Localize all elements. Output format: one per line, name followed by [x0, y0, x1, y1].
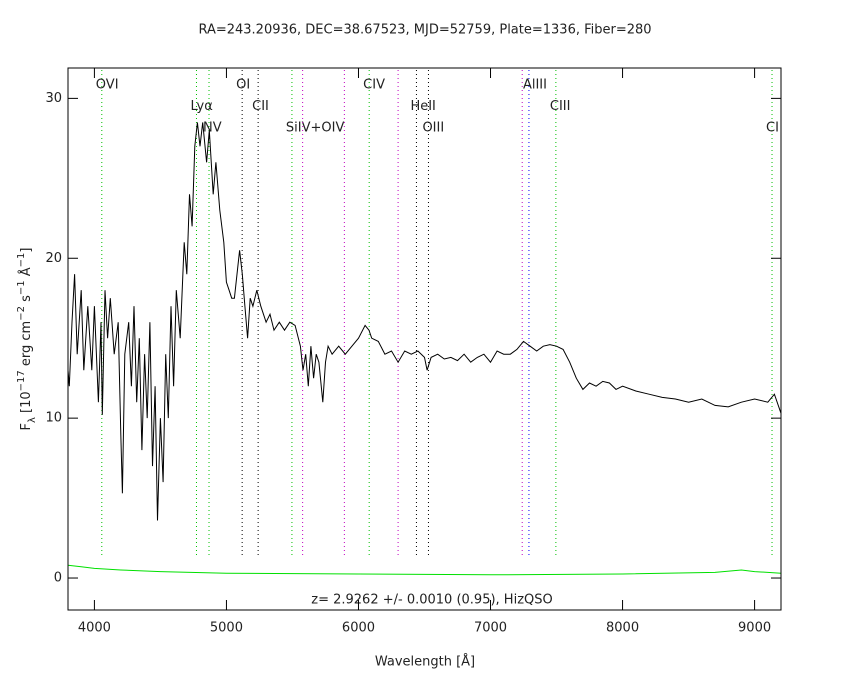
y-axis-label-part: λ [27, 417, 38, 423]
y-axis-label-part: Å [18, 267, 34, 280]
y-axis-label-part: F [19, 423, 34, 430]
y-tick-label: 0 [54, 571, 62, 586]
line-label: HeII [410, 99, 435, 114]
line-label: SiIV+OIV [286, 121, 345, 136]
x-tick-label: 5000 [210, 621, 243, 636]
line-label: CI [766, 121, 779, 136]
y-axis-label-part: [10 [19, 391, 34, 417]
y-axis-label-part: erg cm [19, 321, 34, 370]
line-label: OIII [422, 121, 444, 136]
y-axis-label-part: −1 [16, 253, 27, 268]
chart-title: RA=243.20936, DEC=38.67523, MJD=52759, P… [198, 23, 651, 38]
y-tick-label: 30 [45, 91, 62, 106]
y-axis-label-part: −17 [16, 370, 27, 391]
line-label: OI [236, 78, 250, 93]
y-axis-label-part: −2 [16, 306, 27, 321]
spectrum-line [68, 564, 781, 576]
line-label: OVI [96, 78, 119, 93]
spectrum-line [68, 122, 781, 521]
x-tick-label: 7000 [474, 621, 507, 636]
y-tick-label: 10 [45, 411, 62, 426]
plot-area [68, 122, 781, 576]
x-tick-label: 4000 [78, 621, 111, 636]
line-label: NV [203, 121, 222, 136]
annotation: z= 2.9262 +/- 0.0010 (0.95), HizQSO [311, 593, 552, 608]
x-tick-label: 6000 [342, 621, 375, 636]
x-axis-label: Wavelength [Å] [375, 654, 475, 670]
y-axis-label-part: s [19, 295, 34, 306]
line-label: Lyα [190, 99, 212, 114]
line-label: AlIII [523, 78, 547, 93]
x-tick-label: 8000 [606, 621, 639, 636]
y-axis-label-part: ] [19, 248, 34, 253]
line-label: CIII [550, 99, 571, 114]
line-label: CIV [363, 78, 385, 93]
x-tick-label: 9000 [738, 621, 771, 636]
frame [67, 67, 782, 611]
y-axis-label: Fλ [10−17 erg cm−2 s−1 Å−1] [16, 248, 38, 431]
y-axis-label-part: −1 [16, 280, 27, 295]
line-label: CII [252, 99, 269, 114]
y-tick-label: 20 [45, 251, 62, 266]
